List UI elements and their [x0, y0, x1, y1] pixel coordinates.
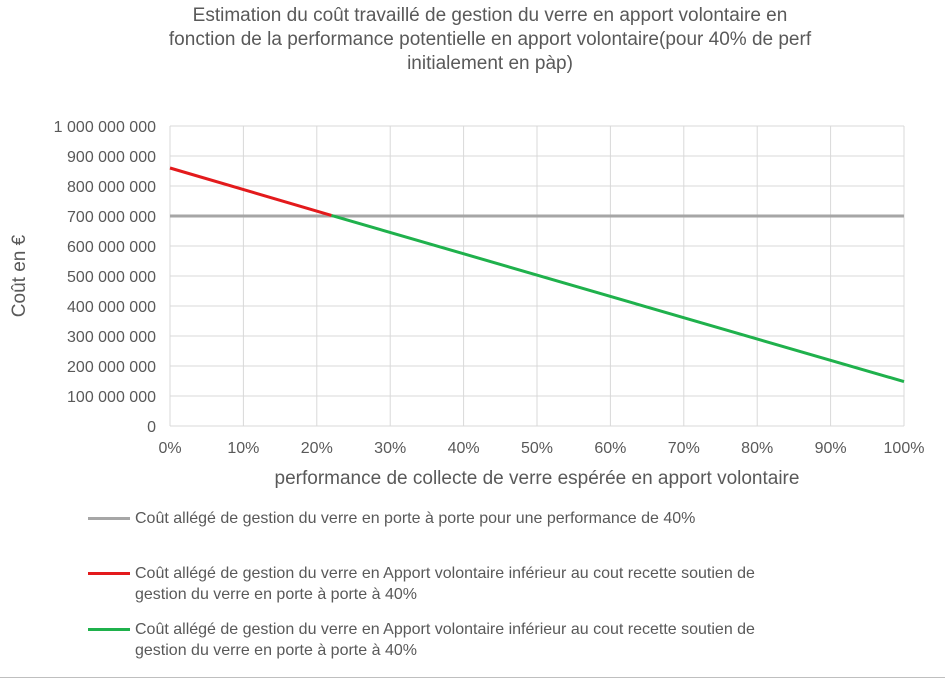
y-tick-label: 300 000 000 [67, 329, 156, 346]
legend-label-1-line-1: Coût allégé de gestion du verre en porte… [135, 510, 696, 527]
legend-item-3: Coût allégé de gestion du verre en Appor… [88, 619, 878, 663]
x-tick-label: 70% [668, 440, 700, 457]
series-line-apport-volontaire-green [331, 213, 905, 384]
x-tick-label: 30% [374, 440, 406, 457]
y-axis-label: Coût en € [9, 234, 30, 317]
chart-title: Estimation du coût travaillé de gestion … [60, 4, 920, 76]
legend-label-2-line-2: gestion du verre en porte à porte à 40% [135, 586, 417, 603]
chart-title-line-2: fonction de la performance potentielle e… [168, 29, 812, 50]
y-tick-label: 1 000 000 000 [54, 119, 156, 136]
x-tick-label: 90% [815, 440, 847, 457]
x-tick-label: 40% [448, 440, 480, 457]
y-tick-label: 700 000 000 [67, 209, 156, 226]
legend-label-3-line-2: gestion du verre en porte à porte à 40% [135, 642, 417, 659]
legend-label-3-line-1: Coût allégé de gestion du verre en Appor… [135, 621, 755, 638]
x-tick-label: 100% [884, 440, 925, 457]
legend-swatch-1 [88, 517, 130, 520]
legend-item-1: Coût allégé de gestion du verre en porte… [88, 508, 878, 532]
x-axis-ticks: 0% 10% 20% 30% 40% 50% 60% 70% 80% 90% 100% [158, 440, 924, 457]
x-tick-label: 0% [158, 440, 181, 457]
bottom-rule [0, 677, 945, 678]
y-tick-label: 600 000 000 [67, 239, 156, 256]
y-tick-label: 900 000 000 [67, 149, 156, 166]
legend-swatch-2 [88, 572, 130, 575]
y-tick-label: 400 000 000 [67, 299, 156, 316]
y-tick-label: 200 000 000 [67, 359, 156, 376]
x-axis-label: performance de collecte de verre espérée… [275, 468, 800, 489]
y-tick-label: 500 000 000 [67, 269, 156, 286]
series-layer [169, 166, 905, 384]
x-tick-label: 50% [521, 440, 553, 457]
line-chart: 0 100 000 000 200 000 000 300 000 000 400 00… [9, 119, 924, 489]
y-tick-label: 800 000 000 [67, 179, 156, 196]
series-line-apport-volontaire-red [169, 166, 332, 217]
x-tick-label: 60% [594, 440, 626, 457]
x-tick-label: 10% [227, 440, 259, 457]
chart-title-line-1: Estimation du coût travaillé de gestion … [192, 5, 788, 26]
x-tick-label: 80% [741, 440, 773, 457]
legend-item-2: Coût allégé de gestion du verre en Appor… [88, 563, 878, 607]
y-tick-label: 0 [147, 419, 156, 436]
legend-swatch-3 [88, 628, 130, 631]
x-tick-label: 20% [301, 440, 333, 457]
y-tick-label: 100 000 000 [67, 389, 156, 406]
chart-title-line-3: initialement en pàp) [407, 53, 573, 74]
y-axis-ticks: 0 100 000 000 200 000 000 300 000 000 400 00… [54, 119, 156, 436]
legend-label-2-line-1: Coût allégé de gestion du verre en Appor… [135, 565, 755, 582]
